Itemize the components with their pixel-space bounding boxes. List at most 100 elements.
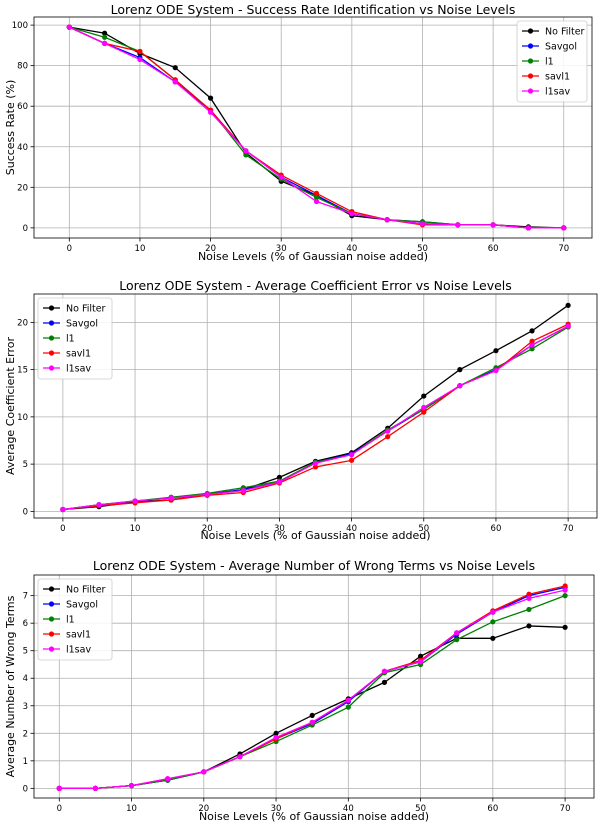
data-point-l1sav xyxy=(525,225,532,231)
chart-title: Lorenz ODE System - Average Coefficient … xyxy=(119,278,512,293)
data-point-no-filter xyxy=(526,623,532,629)
data-point-l1sav xyxy=(237,754,243,760)
legend-label-savl1: savl1 xyxy=(66,348,91,359)
data-point-savl1 xyxy=(348,457,355,463)
data-point-l1sav xyxy=(168,495,174,501)
y-tick-label: 100 xyxy=(12,21,28,31)
data-point-l1 xyxy=(562,593,568,599)
chart-title: Lorenz ODE System - Average Number of Wr… xyxy=(93,558,535,573)
legend-marker-savl1 xyxy=(48,631,55,637)
x-tick-label: 0 xyxy=(67,244,72,254)
data-point-l1sav xyxy=(313,198,320,205)
x-tick-label: 30 xyxy=(274,524,285,534)
data-point-l1sav xyxy=(165,776,171,782)
legend-label-savl1: savl1 xyxy=(66,629,91,640)
data-point-no-filter xyxy=(172,65,178,71)
data-point-l1 xyxy=(454,637,460,643)
data-point-savl1 xyxy=(562,583,568,589)
y-tick-label: 15 xyxy=(17,366,28,376)
legend-label-no-filter: No Filter xyxy=(66,303,106,314)
axes-frame xyxy=(33,293,598,519)
legend-label-l1sav: l1sav xyxy=(545,86,570,97)
x-tick-label: 20 xyxy=(198,804,209,814)
legend-label-no-filter: No Filter xyxy=(66,584,106,595)
y-axis-label: Average Number of Wrong Terms xyxy=(4,595,17,777)
data-point-l1 xyxy=(490,619,496,625)
chart-2: 0 10 20 30 40 50 60 70 0 5 10 15 20 Lorenz ODE System… xyxy=(4,278,598,542)
x-tick-label: 10 xyxy=(135,244,146,254)
x-tick-label: 0 xyxy=(60,524,65,534)
legend: No Filter Savgol l1 savl1 l1sav xyxy=(37,578,113,661)
data-point-l1sav xyxy=(385,428,391,434)
legend-marker-savl1 xyxy=(527,73,534,79)
legend-box xyxy=(37,578,113,661)
data-point-l1sav xyxy=(56,785,62,791)
x-tick-label: 20 xyxy=(205,244,216,254)
y-tick-label: 20 xyxy=(17,318,28,328)
legend-marker-savgol xyxy=(48,320,55,326)
data-point-savl1 xyxy=(137,48,143,55)
x-tick-label: 20 xyxy=(202,524,213,534)
data-point-l1sav xyxy=(132,498,138,504)
data-point-l1sav xyxy=(66,24,72,30)
data-point-l1sav xyxy=(240,487,246,494)
data-point-no-filter xyxy=(381,679,388,685)
legend: No Filter Savgol l1 savl1 l1sav xyxy=(37,297,113,380)
data-point-l1sav xyxy=(562,587,568,593)
data-point-savl1 xyxy=(526,591,532,597)
legend-marker-l1 xyxy=(48,335,55,341)
chart-1: 0 10 20 30 40 50 60 70 0 20 40 60 80 100 Lorenz ODE Sy… xyxy=(4,2,593,263)
data-point-l1sav xyxy=(417,659,424,665)
legend-label-savgol: Savgol xyxy=(66,318,98,329)
x-tick-label: 30 xyxy=(276,244,287,254)
axes-frame xyxy=(33,16,593,239)
data-point-no-filter xyxy=(207,95,214,101)
data-point-l1sav xyxy=(455,222,461,228)
x-tick-label: 30 xyxy=(271,804,282,814)
data-point-l1sav xyxy=(529,342,535,348)
y-tick-label: 40 xyxy=(17,143,28,153)
data-point-l1sav xyxy=(454,630,460,636)
data-point-l1 xyxy=(526,606,532,613)
data-point-no-filter xyxy=(565,302,571,308)
legend-marker-l1sav xyxy=(527,88,534,94)
legend-box xyxy=(37,297,113,380)
y-tick-label: 5 xyxy=(23,647,28,657)
legend-marker-l1sav xyxy=(48,365,55,371)
data-point-no-filter xyxy=(490,635,496,641)
y-tick-label: 60 xyxy=(17,102,28,112)
x-tick-label: 40 xyxy=(346,244,357,254)
x-tick-label: 70 xyxy=(560,804,571,814)
x-tick-label: 40 xyxy=(343,804,354,814)
data-point-l1 xyxy=(102,34,108,40)
data-point-l1sav xyxy=(312,460,319,466)
x-tick-label: 60 xyxy=(487,804,498,814)
y-axis-label: Success Rate (%) xyxy=(4,80,17,176)
data-point-savl1 xyxy=(385,434,391,440)
legend-marker-savgol xyxy=(527,43,534,49)
data-point-l1sav xyxy=(243,148,249,154)
y-tick-label: 3 xyxy=(23,702,28,712)
data-point-l1 xyxy=(243,152,249,158)
data-point-l1sav xyxy=(128,783,135,789)
legend-marker-no-filter xyxy=(527,28,534,34)
y-tick-label: 10 xyxy=(17,413,28,423)
plot-area xyxy=(34,575,594,798)
data-point-l1sav xyxy=(96,502,102,508)
x-tick-label: 50 xyxy=(417,244,428,254)
y-tick-label: 5 xyxy=(23,460,28,470)
data-point-l1sav xyxy=(137,56,143,63)
data-point-no-filter xyxy=(493,348,499,354)
x-tick-label: 70 xyxy=(563,524,574,534)
data-point-savl1 xyxy=(529,338,535,344)
legend-marker-l1sav xyxy=(48,646,55,652)
data-point-l1sav xyxy=(348,452,355,458)
data-point-no-filter xyxy=(276,474,283,480)
data-point-l1 xyxy=(313,194,320,201)
data-point-l1sav xyxy=(565,323,571,329)
x-tick-label: 10 xyxy=(126,804,137,814)
x-tick-label: 50 xyxy=(418,524,429,534)
data-point-no-filter xyxy=(273,730,279,736)
data-point-savl1 xyxy=(313,190,320,196)
